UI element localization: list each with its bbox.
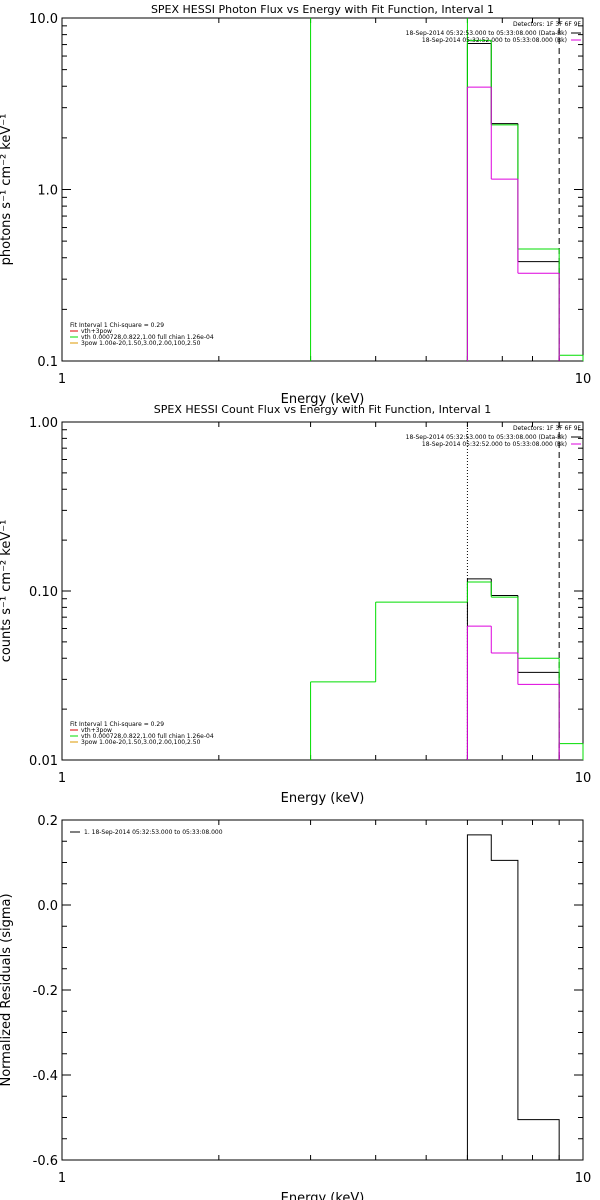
- legend-entry-text: 18-Sep-2014 05:32:53.000 to 05:33:08.000…: [406, 30, 567, 37]
- x-tick-label: 1: [58, 372, 66, 387]
- y-tick-label: 1.0: [37, 184, 58, 199]
- x-axis-ticks: [61, 820, 584, 1160]
- plot-frame: [61, 421, 584, 761]
- legend-header: Detectors: 1F 3F 6F 9F: [513, 425, 582, 432]
- x-tick-label: 1: [58, 1171, 66, 1186]
- legend-entry-text: 3pow 1.00e-20,1.50,3.00,2.00,100,2.50: [81, 340, 201, 347]
- x-axis-label: Energy (keV): [281, 791, 365, 806]
- y-tick-label: 0.1: [37, 355, 58, 370]
- data-series-black: [466, 834, 560, 1160]
- legend-header: Fit Interval 1 Chi-square = 0.29: [70, 721, 164, 728]
- x-axis-ticks: [61, 422, 584, 760]
- residual-step-line: [466, 834, 560, 1160]
- x-tick-label: 10: [575, 1171, 592, 1186]
- y-axis-ticks: [62, 421, 583, 761]
- x-axis-label: Energy (keV): [281, 1191, 365, 1200]
- plot-frame: [61, 819, 584, 1161]
- legend-header: Detectors: 1F 3F 6F 9F: [513, 21, 582, 28]
- legend-left: 1. 18-Sep-2014 05:32:53.000 to 05:33:08.…: [70, 829, 223, 836]
- chart-title: SPEX HESSI Photon Flux vs Energy with Fi…: [151, 3, 494, 16]
- y-axis-label: Normalized Residuals (sigma): [0, 893, 14, 1086]
- y-tick-label: -0.2: [33, 984, 58, 999]
- chart-panel-1: SPEX HESSI Photon Flux vs Energy with Fi…: [0, 3, 591, 407]
- plot-frame: [61, 17, 584, 362]
- data-series-black: [466, 578, 560, 760]
- legend-entry-text: 18-Sep-2014 05:32:52.000 to 05:33:08.000…: [422, 37, 567, 44]
- legend-entry-text: vth+3pow: [81, 328, 112, 335]
- data-series-green: [310, 581, 584, 760]
- chart-title: SPEX HESSI Count Flux vs Energy with Fit…: [154, 403, 491, 416]
- data-series-magenta: [466, 625, 560, 760]
- x-axis-ticks: [61, 18, 584, 361]
- legend-header: Fit Interval 1 Chi-square = 0.29: [70, 322, 164, 329]
- y-axis-ticks: [62, 819, 583, 1161]
- x-tick-label: 1: [58, 771, 66, 786]
- legend-entry-text: 18-Sep-2014 05:32:53.000 to 05:33:08.000…: [406, 434, 567, 441]
- y-tick-label: 0.0: [37, 899, 58, 914]
- y-tick-label: 0.10: [29, 585, 58, 600]
- y-tick-label: 0.01: [29, 754, 58, 769]
- legend-left: Fit Interval 1 Chi-square = 0.29vth+3pow…: [70, 322, 214, 347]
- legend-entry-text: vth+3pow: [81, 727, 112, 734]
- legend-top-right: Detectors: 1F 3F 6F 9F 18-Sep-2014 05:32:…: [406, 21, 582, 44]
- y-axis-label: counts s⁻¹ cm⁻² keV⁻¹: [0, 520, 14, 663]
- chart-panel-2: SPEX HESSI Count Flux vs Energy with Fit…: [0, 403, 591, 806]
- legend-left: Fit Interval 1 Chi-square = 0.29vth+3pow…: [70, 721, 214, 746]
- y-axis-ticks: [62, 17, 583, 362]
- y-tick-label: -0.4: [33, 1069, 58, 1084]
- y-tick-label: 0.2: [37, 814, 58, 829]
- chart-panel-3: 1 10 -0.6 -0.4 -0.2 0.0 0.2 Energy (keV) Normali…: [0, 814, 591, 1200]
- y-tick-label: 10.0: [29, 12, 58, 27]
- y-tick-label: -0.6: [33, 1154, 58, 1169]
- legend-entry-text: 3pow 1.00e-20,1.50,3.00,2.00,100,2.50: [81, 739, 201, 746]
- x-tick-label: 10: [575, 372, 592, 387]
- legend-entry-text: vth 0.000728,0.822,1.00 full chian 1.26e…: [81, 334, 214, 341]
- x-tick-label: 10: [575, 771, 592, 786]
- legend-top-right: Detectors: 1F 3F 6F 9F 18-Sep-2014 05:32:…: [406, 425, 582, 448]
- legend-entry-text: 18-Sep-2014 05:32:52.000 to 05:33:08.000…: [422, 441, 567, 448]
- data-series-magenta: [466, 86, 560, 361]
- data-series-green: [466, 39, 584, 361]
- data-series-black: [466, 43, 560, 361]
- y-tick-label: 1.00: [29, 416, 58, 431]
- x-axis-label: Energy (keV): [281, 392, 365, 407]
- legend-entry-text: 1. 18-Sep-2014 05:32:53.000 to 05:33:08.…: [84, 829, 223, 836]
- legend-entry-text: vth 0.000728,0.822,1.00 full chian 1.26e…: [81, 733, 214, 740]
- y-axis-label: photons s⁻¹ cm⁻² keV⁻¹: [0, 114, 14, 266]
